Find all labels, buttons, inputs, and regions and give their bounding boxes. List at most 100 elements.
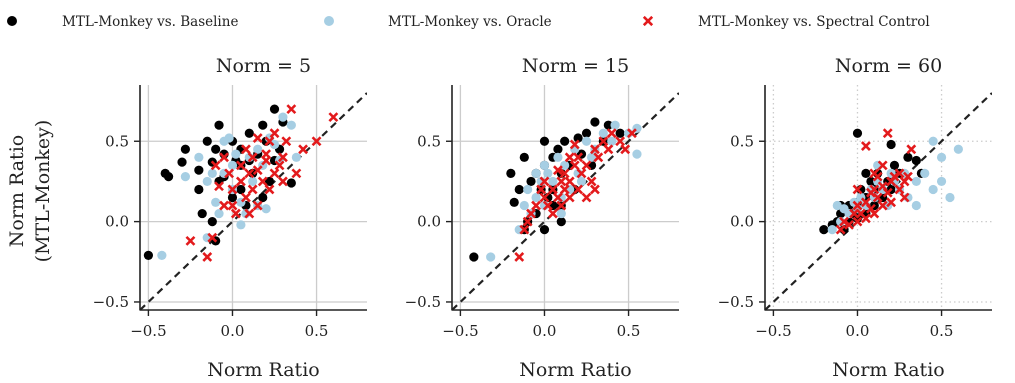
point-spectral-p2-3: [526, 208, 536, 219]
point-baseline-p2-26: [603, 120, 613, 130]
point-spectral-p3-19: [886, 197, 897, 208]
point-spectral-p3-15: [877, 200, 888, 211]
point-spectral-p1-27: [281, 136, 292, 147]
panel-2-x-axis-label: Norm Ratio: [519, 359, 631, 381]
point-spectral-p3-0: [835, 224, 846, 235]
point-oracle-p2-16: [576, 176, 587, 187]
point-baseline-p2-24: [590, 117, 600, 127]
point-baseline-p1-17: [244, 128, 254, 138]
point-spectral-p1-32: [328, 112, 339, 123]
y-axis-label-line-2: (MTL-Monkey): [32, 120, 54, 263]
point-oracle-p2-0: [486, 252, 496, 262]
panel-3-ytick-label-1: 0.0: [730, 213, 754, 231]
point-spectral-p2-34: [553, 165, 563, 176]
point-spectral-p2-4: [531, 200, 541, 211]
point-baseline-p1-33: [258, 192, 268, 203]
point-oracle-p1-2: [194, 152, 204, 162]
point-baseline-p2-14: [553, 144, 563, 154]
panel-1-x-axis-label: Norm Ratio: [207, 359, 319, 381]
point-spectral-p3-22: [894, 168, 905, 179]
panel-2-identity-line: [452, 92, 679, 310]
point-baseline-p2-27: [615, 128, 625, 138]
legend-marker-oracle: [324, 16, 334, 26]
point-spectral-p3-24: [903, 171, 913, 182]
point-spectral-p2-22: [586, 176, 597, 187]
point-spectral-p3-13: [872, 192, 883, 203]
point-oracle-p3-25: [953, 144, 963, 154]
point-oracle-p3-21: [928, 184, 938, 195]
point-oracle-p2-8: [543, 168, 553, 178]
point-oracle-p1-11: [231, 149, 241, 159]
point-spectral-p2-23: [590, 144, 600, 155]
point-spectral-p3-30: [852, 184, 863, 195]
point-baseline-p3-21: [889, 160, 900, 170]
point-spectral-p2-28: [615, 136, 626, 147]
point-spectral-p3-8: [860, 213, 871, 224]
point-spectral-p3-25: [906, 144, 917, 155]
point-spectral-p1-5: [219, 200, 229, 211]
point-spectral-p2-20: [576, 168, 587, 179]
point-spectral-p2-18: [573, 184, 584, 195]
point-spectral-p1-31: [311, 136, 322, 147]
point-spectral-p2-24: [593, 152, 604, 163]
point-spectral-p1-16: [247, 184, 258, 195]
point-oracle-p2-26: [539, 160, 550, 170]
point-oracle-p2-12: [560, 160, 570, 170]
point-spectral-p3-28: [869, 168, 880, 179]
point-spectral-p2-12: [556, 200, 567, 211]
point-spectral-p1-26: [278, 152, 288, 163]
point-baseline-p3-14: [866, 176, 876, 187]
point-oracle-p2-21: [607, 136, 617, 146]
point-baseline-p3-23: [903, 152, 913, 162]
point-spectral-p1-18: [252, 200, 263, 211]
panel-1-ytick-label-2: 0.5: [105, 132, 129, 150]
point-spectral-p1-29: [291, 168, 302, 179]
point-spectral-p2-7: [542, 200, 553, 211]
point-baseline-p3-27: [861, 168, 871, 178]
point-oracle-p2-28: [556, 208, 566, 219]
point-spectral-p2-9: [547, 208, 558, 219]
point-spectral-p3-4: [852, 216, 863, 227]
point-spectral-p2-14: [559, 184, 570, 195]
point-oracle-p2-10: [553, 152, 563, 162]
point-spectral-p2-25: [598, 136, 609, 147]
point-spectral-p1-33: [269, 128, 280, 139]
point-spectral-p3-5: [852, 200, 863, 211]
point-spectral-p1-36: [278, 176, 288, 187]
point-spectral-p2-26: [603, 144, 614, 155]
point-baseline-p2-22: [581, 128, 592, 138]
panel-1-grid: [140, 85, 367, 310]
panel-1-xtick-label-2: 0.5: [305, 322, 329, 340]
point-baseline-p2-20: [573, 133, 583, 143]
point-spectral-p2-11: [556, 176, 567, 187]
point-baseline-p1-31: [227, 192, 238, 203]
point-spectral-p1-2: [207, 232, 218, 243]
point-spectral-p2-1: [519, 224, 530, 235]
y-axis-label: Norm Ratio (MTL-Monkey): [6, 120, 54, 263]
point-oracle-p2-25: [632, 149, 642, 159]
y-axis-label-line-1: Norm Ratio: [6, 135, 28, 247]
panel-2-ytick-label-2: 0.5: [417, 132, 441, 150]
point-oracle-p1-16: [253, 144, 263, 154]
point-baseline-p2-0: [469, 252, 479, 262]
point-spectral-p2-13: [559, 168, 570, 179]
panel-3-xtick-label-2: 0.5: [930, 322, 954, 340]
point-oracle-p2-9: [548, 176, 558, 187]
point-oracle-p1-23: [286, 120, 296, 130]
point-spectral-p3-21: [894, 184, 905, 195]
point-spectral-p2-31: [590, 184, 600, 195]
point-baseline-p2-9: [539, 136, 550, 146]
point-oracle-p1-22: [278, 112, 288, 122]
point-baseline-p1-23: [269, 104, 280, 114]
point-spectral-p3-12: [869, 184, 880, 195]
point-spectral-p1-34: [219, 152, 229, 163]
panel-3-xtick-label-0: −0.5: [755, 322, 791, 340]
point-spectral-p2-0: [514, 252, 525, 262]
point-oracle-p2-22: [610, 120, 620, 130]
point-baseline-p3-8: [852, 128, 863, 138]
point-baseline-p1-5: [194, 165, 204, 175]
point-baseline-p1-4: [180, 144, 190, 154]
point-oracle-p3-23: [936, 152, 947, 162]
point-spectral-p2-36: [564, 152, 575, 163]
point-spectral-p1-9: [230, 208, 241, 219]
